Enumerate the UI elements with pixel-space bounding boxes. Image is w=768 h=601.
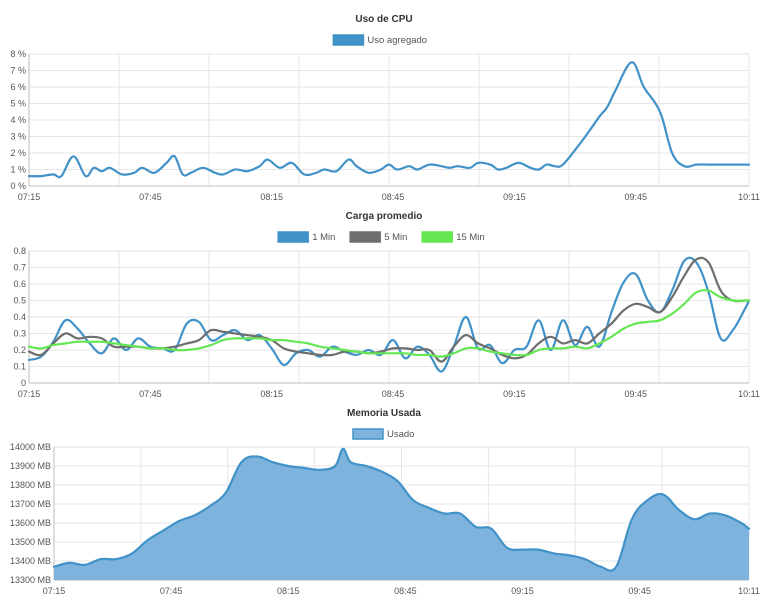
y-tick-label: 0 % — [10, 181, 26, 191]
x-tick-label: 08:15 — [260, 389, 283, 399]
legend-swatch — [352, 428, 384, 440]
legend-swatch — [277, 231, 309, 243]
y-tick-label: 7 % — [10, 66, 26, 76]
x-tick-label: 09:45 — [624, 389, 647, 399]
x-tick-label: 08:45 — [394, 586, 417, 596]
y-tick-label: 13800 MB — [10, 480, 51, 490]
y-tick-label: 0.2 — [13, 345, 26, 355]
x-tick-label: 07:15 — [43, 586, 66, 596]
x-tick-label: 09:45 — [628, 586, 651, 596]
legend-item-1-min[interactable]: 1 Min — [277, 231, 335, 243]
x-tick-label: 09:15 — [511, 586, 534, 596]
y-tick-label: 0 — [21, 378, 26, 388]
legend-label: Uso agregado — [367, 35, 427, 46]
x-tick-label: 10:11 — [738, 192, 760, 202]
y-tick-label: 0.6 — [13, 279, 26, 289]
x-tick-label: 10:11 — [738, 586, 760, 596]
chart-title: Uso de CPU — [355, 14, 412, 25]
y-tick-label: 2 % — [10, 148, 26, 158]
x-tick-label: 08:45 — [382, 192, 405, 202]
x-tick-label: 07:15 — [18, 192, 41, 202]
legend-swatch — [332, 34, 365, 46]
x-tick-label: 07:45 — [160, 586, 183, 596]
legend-label: 5 Min — [384, 232, 407, 243]
y-tick-label: 0.1 — [13, 362, 26, 372]
y-tick-label: 8 % — [10, 49, 26, 59]
y-tick-label: 4 % — [10, 115, 26, 125]
y-tick-label: 0.3 — [13, 329, 26, 339]
x-tick-label: 07:15 — [18, 389, 41, 399]
x-tick-label: 09:15 — [503, 389, 526, 399]
y-tick-label: 5 % — [10, 99, 26, 109]
chart-panel-1: Uso de CPU Uso agregado 0 % 1 % 2 % 3 % 4 % 5 %… — [10, 14, 759, 202]
x-tick-label: 07:45 — [139, 389, 162, 399]
y-tick-label: 13900 MB — [10, 461, 51, 471]
y-tick-label: 0.5 — [13, 296, 26, 306]
y-tick-label: 1 % — [10, 165, 26, 175]
y-tick-label: 13700 MB — [10, 499, 51, 509]
chart-title: Carga promedio — [346, 211, 423, 222]
legend-item-5-min[interactable]: 5 Min — [349, 231, 407, 243]
x-tick-label: 10:11 — [738, 389, 760, 399]
legend-item-usado[interactable]: Usado — [352, 428, 414, 440]
legend-label: 1 Min — [312, 232, 335, 243]
y-tick-label: 13600 MB — [10, 518, 51, 528]
series-line-1-min — [27, 256, 751, 373]
y-tick-label: 13500 MB — [10, 537, 51, 547]
legend-swatch — [349, 231, 381, 243]
y-tick-label: 0.7 — [13, 263, 26, 273]
legend-swatch — [421, 231, 453, 243]
y-tick-label: 14000 MB — [10, 442, 51, 452]
x-tick-label: 09:45 — [624, 192, 647, 202]
y-tick-label: 6 % — [10, 82, 26, 92]
legend-label: 15 Min — [456, 232, 485, 243]
y-tick-label: 0.8 — [13, 246, 26, 256]
x-tick-label: 08:15 — [260, 192, 283, 202]
chart-panel-2: Carga promedio 1 Min 5 Min 15 Min 0 0.1 0.2 0.3… — [13, 211, 759, 399]
y-tick-label: 0.4 — [13, 312, 26, 322]
y-tick-label: 13300 MB — [10, 575, 51, 585]
series-area-usado — [54, 448, 749, 580]
chart-title: Memoria Usada — [347, 408, 421, 419]
x-tick-label: 08:45 — [382, 389, 405, 399]
chart-panel-3: Memoria Usada Usado 13300 MB 13400 MB 13500 … — [10, 408, 760, 596]
series-line-usado — [52, 447, 751, 572]
x-tick-label: 07:45 — [139, 192, 162, 202]
legend-label: Usado — [387, 429, 414, 440]
y-tick-label: 13400 MB — [10, 556, 51, 566]
series-line-15-min — [27, 289, 751, 358]
y-tick-label: 3 % — [10, 132, 26, 142]
x-tick-label: 08:15 — [277, 586, 300, 596]
legend-item-uso-agregado[interactable]: Uso agregado — [332, 34, 427, 46]
legend-item-15-min[interactable]: 15 Min — [421, 231, 485, 243]
series-line-uso-agregado — [27, 61, 751, 179]
x-tick-label: 09:15 — [503, 192, 526, 202]
